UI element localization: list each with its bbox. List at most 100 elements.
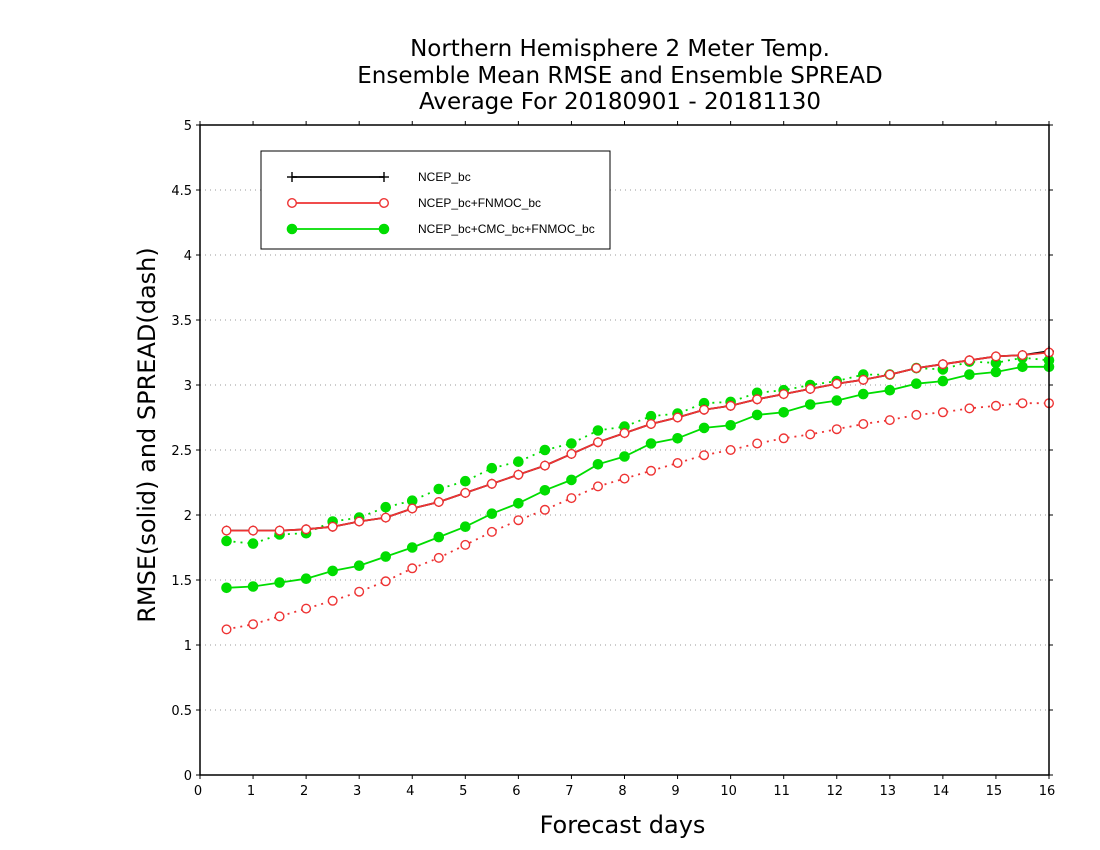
spread-point-1 (221, 624, 232, 635)
x-tick-label: 10 (720, 784, 737, 799)
legend-marker (287, 197, 298, 208)
rmse-point-1 (539, 460, 550, 471)
spread-point-1 (964, 403, 975, 414)
rmse-point-1 (911, 363, 922, 374)
rmse-point-2 (433, 531, 445, 543)
rmse-point-2 (513, 498, 524, 509)
legend-box (260, 150, 611, 250)
rmse-point-2 (778, 407, 789, 418)
spread-point-1 (566, 493, 577, 504)
rmse-point-1 (248, 525, 259, 536)
chart-title-line-3: Average For 20180901 - 20181130 (418, 89, 822, 115)
legend-marker (286, 223, 298, 235)
rmse-point-2 (804, 399, 816, 410)
spread-point-2 (539, 444, 551, 456)
rmse-point-1 (778, 389, 789, 400)
spread-point-1 (619, 473, 630, 484)
y-tick-label: 0 (184, 769, 192, 784)
spread-point-1 (778, 433, 789, 444)
series-rmse-1 (221, 347, 1054, 536)
spread-point-1 (990, 400, 1001, 411)
rmse-line-2 (226, 365, 1049, 589)
rmse-point-1 (460, 487, 471, 498)
rmse-point-1 (884, 369, 895, 380)
x-tick-label: 2 (300, 784, 308, 799)
rmse-point-2 (990, 366, 1002, 378)
rmse-point-2 (247, 581, 259, 592)
rmse-point-2 (353, 560, 365, 572)
rmse-point-2 (672, 433, 683, 444)
rmse-point-2 (221, 582, 232, 594)
spread-point-1 (805, 429, 816, 440)
x-axis-ticks: 0 1 2 3 4 5 6 7 8 9 10 11 12 13 14 15 16 (194, 121, 1055, 799)
rmse-point-1 (805, 383, 816, 394)
legend-item: NCEP_bc+FNMOC_bc (287, 196, 541, 210)
y-tick-label: 2.5 (171, 444, 192, 459)
rmse-point-1 (592, 437, 603, 448)
legend-label: NCEP_bc+CMC_bc+FNMOC_bc (418, 222, 595, 236)
rmse-point-2 (857, 388, 869, 400)
rmse-point-1 (486, 478, 497, 489)
rmse-point-2 (751, 409, 763, 421)
spread-point-1 (699, 450, 710, 461)
rmse-point-1 (619, 428, 630, 439)
spread-point-2 (486, 462, 498, 474)
rmse-point-1 (407, 503, 418, 514)
rmse-point-1 (566, 448, 577, 459)
y-tick-label: 2 (184, 509, 192, 524)
spread-point-1 (380, 576, 391, 587)
spread-point-1 (354, 586, 365, 597)
spread-point-1 (672, 458, 683, 469)
y-tick-label: 1 (184, 639, 192, 654)
spread-line-1 (226, 402, 1049, 631)
rmse-point-1 (964, 355, 975, 366)
spread-point-1 (274, 611, 285, 622)
x-tick-label: 0 (194, 784, 202, 799)
rmse-point-2 (539, 485, 551, 496)
spread-point-1 (407, 563, 418, 574)
spread-point-2 (380, 501, 392, 513)
spread-point-1 (725, 445, 736, 456)
rmse-point-2 (725, 420, 736, 431)
x-tick-label: 12 (826, 784, 843, 799)
plot-frame (199, 124, 1050, 776)
rmse-point-1 (699, 404, 710, 415)
rmse-point-1 (672, 412, 683, 423)
spread-point-2 (566, 438, 577, 449)
rmse-point-1 (990, 351, 1001, 362)
y-tick-label: 3.5 (171, 314, 192, 329)
legend-label: NCEP_bc (418, 170, 471, 184)
spread-point-2 (460, 475, 471, 487)
spread-point-1 (513, 515, 524, 526)
spread-point-1 (460, 539, 471, 550)
legend-marker (378, 223, 390, 235)
spread-point-1 (1017, 398, 1028, 409)
chart-title-line-2: Ensemble Mean RMSE and Ensemble SPREAD (357, 63, 883, 89)
rmse-point-2 (406, 542, 418, 553)
y-tick-label: 5 (184, 119, 192, 134)
rmse-point-2 (964, 369, 975, 380)
legend-label: NCEP_bc+FNMOC_bc (418, 196, 541, 210)
rmse-point-2 (300, 573, 312, 585)
legend-marker (379, 197, 390, 208)
legend: NCEP_bc NCEP_bc+FNMOC_bc NCEP_bc+CMC_bc+FN… (260, 150, 611, 250)
x-tick-label: 13 (880, 784, 897, 799)
rmse-point-1 (327, 521, 338, 532)
rmse-point-1 (354, 516, 365, 527)
spread-point-2 (592, 425, 604, 436)
spread-point-1 (592, 481, 603, 492)
rmse-point-1 (433, 497, 444, 508)
spread-point-1 (858, 419, 869, 430)
rmse-line-0 (226, 350, 1050, 532)
rmse-point-1 (752, 394, 763, 405)
series-spread-1 (221, 398, 1054, 635)
rmse-point-1 (1017, 350, 1028, 361)
rmse-point-1 (858, 374, 869, 385)
x-tick-label: 4 (406, 784, 414, 799)
y-tick-label: 1.5 (171, 574, 192, 589)
rmse-point-1 (513, 469, 524, 480)
rmse-point-2 (645, 438, 657, 449)
legend-item: NCEP_bc (287, 170, 471, 184)
x-tick-label: 9 (671, 784, 679, 799)
